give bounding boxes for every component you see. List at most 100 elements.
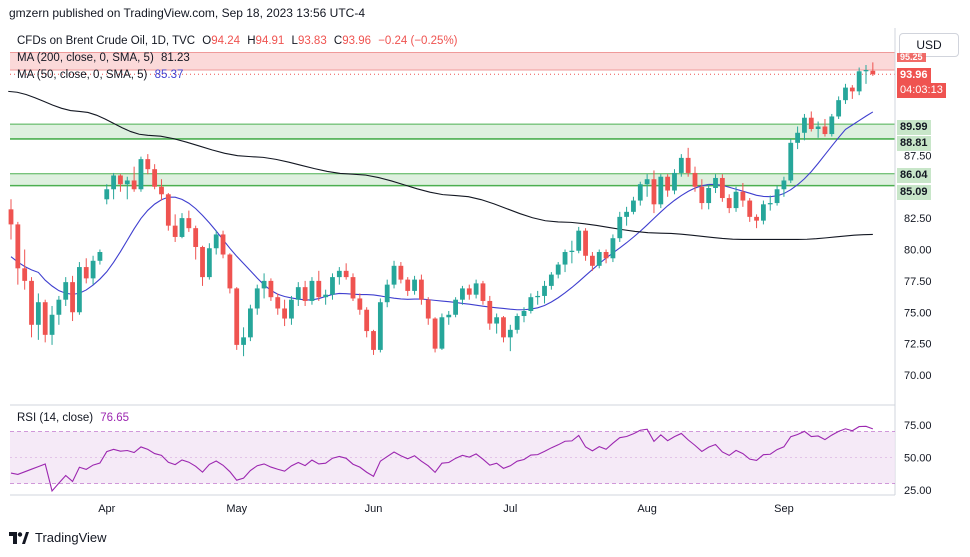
candle-body (501, 317, 506, 338)
candle-body (665, 176, 671, 191)
candle-body (316, 280, 322, 298)
candle (460, 285, 465, 305)
candle (507, 324, 513, 352)
candle (309, 277, 315, 305)
candle (726, 194, 732, 214)
rsi-label: RSI (14, close) (17, 412, 94, 424)
candle (200, 245, 205, 286)
candle (590, 252, 595, 271)
candle-body (15, 224, 21, 269)
candle (453, 297, 458, 318)
candle (644, 174, 650, 197)
rsi-line (10, 425, 874, 493)
candle (631, 196, 636, 215)
candle-body (774, 189, 780, 204)
candle (781, 176, 787, 197)
candle-body (644, 179, 650, 185)
currency-button[interactable]: USD (899, 33, 959, 57)
candle (124, 176, 130, 200)
candle (282, 299, 287, 327)
candle (49, 305, 55, 345)
candle (172, 214, 178, 242)
candle-body (193, 228, 199, 247)
candle (439, 313, 445, 350)
candle-body (405, 279, 411, 291)
candle (501, 316, 506, 343)
candle (343, 263, 349, 280)
candle-body (843, 87, 848, 101)
candle-body (487, 300, 493, 324)
candle-body (453, 299, 458, 315)
candle-body (555, 264, 561, 275)
candle-body (282, 308, 287, 319)
x-tick-label: Jun (365, 503, 383, 515)
candle (268, 278, 274, 301)
candle (542, 280, 547, 304)
candle-body (617, 216, 623, 239)
candle-body (234, 288, 240, 345)
candle-body (514, 316, 520, 330)
candle (487, 295, 493, 330)
ma50-line (10, 111, 874, 311)
candle-body (863, 70, 869, 72)
candle-body (856, 71, 862, 92)
candle (295, 282, 301, 306)
candle (774, 185, 780, 206)
candle-body (70, 282, 75, 313)
candle (302, 280, 308, 306)
candle (678, 154, 684, 177)
candle (8, 199, 14, 240)
candle (583, 228, 588, 261)
candle-body (419, 279, 424, 300)
zone1-bottom-tag: 88.81 (897, 136, 931, 151)
candle-body (658, 176, 664, 205)
candle (863, 65, 869, 84)
candle-body (165, 194, 171, 226)
candle (90, 255, 96, 285)
y-tick-label: 72.50 (904, 339, 932, 351)
candle-body (145, 159, 151, 170)
candle (261, 273, 267, 299)
y-tick-label: 82.50 (904, 213, 932, 225)
candle-body (412, 279, 417, 291)
candle-body (350, 277, 356, 299)
candle (165, 193, 171, 231)
candle (761, 200, 766, 225)
candle-body (104, 189, 110, 200)
candle-body (460, 288, 465, 300)
candle (330, 273, 335, 300)
candle-body (42, 302, 48, 335)
candle-body (761, 204, 766, 221)
candle-body (49, 314, 55, 335)
candle (466, 284, 472, 300)
candle (733, 186, 739, 212)
candle-body (22, 268, 28, 281)
zone2-top-tag: 86.04 (897, 168, 931, 183)
resistance-zone (10, 52, 895, 71)
candle-body (507, 329, 513, 338)
candle (234, 287, 240, 350)
candle-body (726, 198, 732, 209)
candle (815, 121, 821, 138)
candle-body (603, 252, 609, 259)
candle (562, 249, 568, 273)
tradingview-brand: TradingView (35, 530, 107, 545)
candle (480, 280, 486, 305)
candle (398, 262, 404, 284)
candle (42, 299, 48, 343)
candle (624, 206, 629, 226)
tradingview-logo[interactable]: TradingView (9, 530, 107, 545)
candle-body (391, 265, 397, 285)
candle (651, 170, 657, 214)
candle-body (384, 284, 390, 303)
candle-body (870, 70, 876, 75)
candle-body (590, 255, 595, 266)
candle (555, 262, 561, 279)
candle-body (425, 299, 431, 319)
candle (206, 243, 212, 280)
candle-body (248, 308, 253, 338)
candle-body (90, 260, 96, 279)
candle (412, 275, 417, 295)
candle-body (596, 252, 602, 266)
